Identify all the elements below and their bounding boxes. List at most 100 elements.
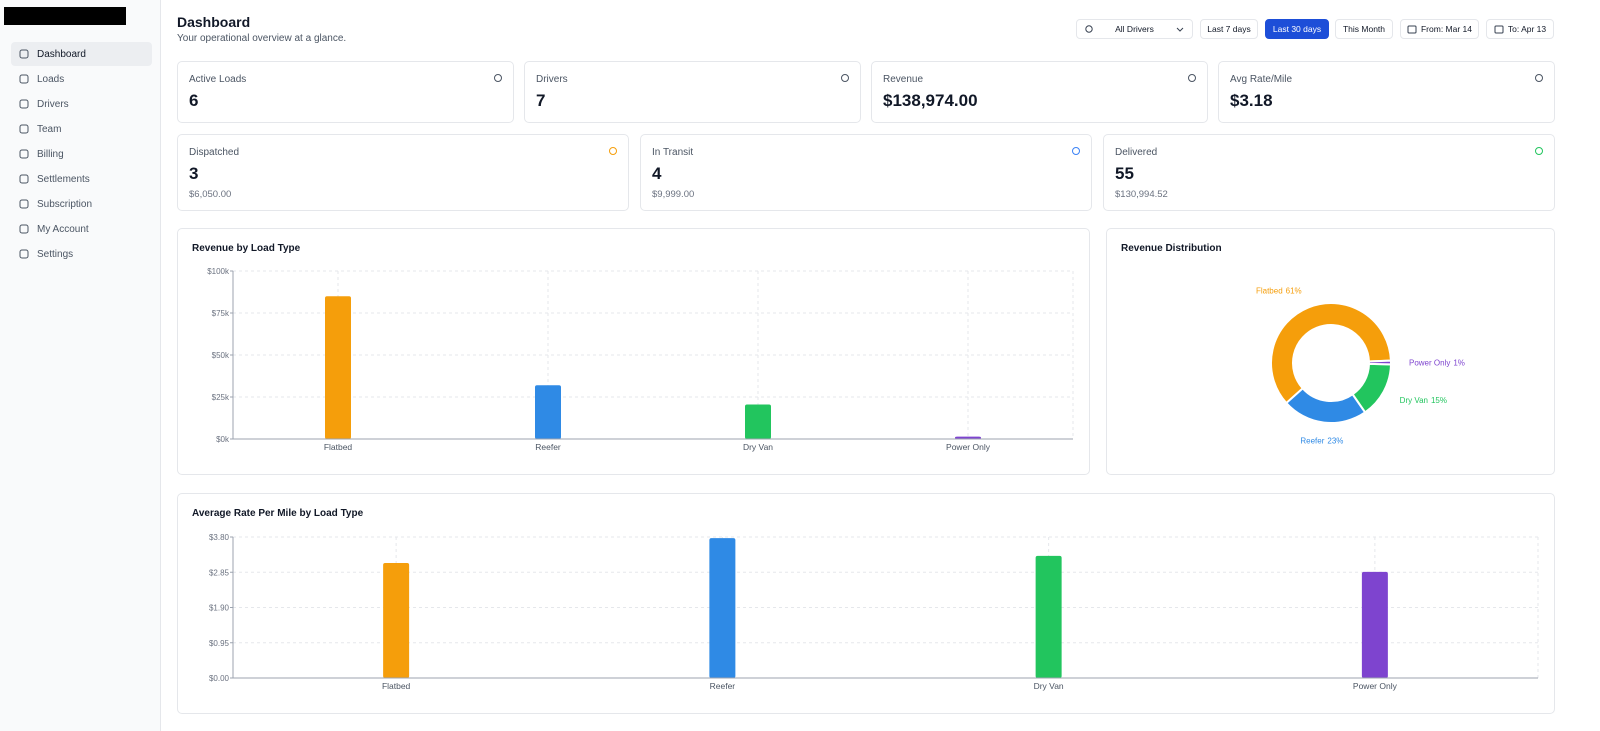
icon-shape [19,249,29,259]
icon [1085,25,1093,33]
stat-icon [1072,147,1080,155]
driver-select-label: All Drivers [1115,24,1154,34]
stat-card: Active Loads 6 [177,61,514,123]
nav-item[interactable]: Team [11,117,152,141]
nav-item[interactable]: Drivers [11,92,152,116]
nav-item[interactable]: Dashboard [11,42,152,66]
slice-value: 61% [1286,287,1302,296]
status-card: In Transit 4 $9,999.00 [640,134,1092,211]
y-tick-label: $0k [216,435,230,444]
date-to[interactable]: To: Apr 13 [1486,19,1554,39]
stat-value: 3 [189,164,199,183]
stat-label: Revenue [883,74,924,85]
stat-icon [1535,147,1543,155]
x-tick-label: Flatbed [382,681,411,691]
sidebar: Dashboard Loads Drivers Team Billing Settleme… [0,0,161,731]
chart-card: Average Rate Per Mile by Load Type $0.00 $… [177,493,1555,714]
stat-label: Active Loads [189,74,247,85]
nav-item[interactable]: My Account [11,217,152,241]
nav-label: Loads [37,73,65,85]
slice-category: Reefer [1300,436,1324,445]
icon-shape [494,74,502,82]
icon-shape [19,74,29,84]
slice-label: Dry Van 15% [1400,396,1447,405]
nav-item[interactable]: Settlements [11,167,152,191]
page-subtitle: Your operational overview at a glance. [177,33,347,44]
icon-shape [19,199,29,209]
chart-card: Revenue by Load Type $0k $25k $50k $75k $100k… [177,228,1090,475]
nav-icon [19,199,29,209]
icon-shape [19,174,29,184]
icon-shape [841,74,849,82]
y-tick-label: $1.90 [209,604,230,613]
icon-shape [1188,74,1196,82]
stat-label: Drivers [536,74,568,85]
nav-item[interactable]: Settings [11,242,152,266]
stat-label: In Transit [652,147,694,158]
nav-icon [19,74,29,84]
bar [1035,555,1062,678]
date-from[interactable]: From: Mar 14 [1400,19,1479,39]
chart-title: Average Rate Per Mile by Load Type [192,508,364,519]
x-tick-label: Dry Van [1034,681,1064,691]
icon-shape [19,149,29,159]
status-card: Delivered 55 $130,994.52 [1103,134,1555,211]
nav-label: Drivers [37,98,69,110]
stat-label: Delivered [1115,147,1158,158]
range-button[interactable]: Last 7 days [1200,19,1258,39]
stat-value: 7 [536,91,546,110]
icon-shape [609,147,617,155]
nav-icon [19,174,29,184]
nav-icon [19,99,29,109]
nav-item[interactable]: Billing [11,142,152,166]
bar [745,404,771,439]
range-button[interactable]: Last 30 days [1265,19,1329,39]
page-title: Dashboard [177,14,251,30]
y-tick-label: $100k [207,267,230,276]
chart-card: Revenue Distribution Flatbed 61% Reefer 23% D… [1106,228,1555,475]
stat-icon [1535,74,1543,82]
driver-select[interactable]: All Drivers [1076,19,1193,39]
nav-icon [19,149,29,159]
range-button[interactable]: This Month [1335,19,1393,39]
chart-title: Revenue Distribution [1121,243,1222,254]
nav-item[interactable]: Subscription [11,192,152,216]
calendar-icon [1407,25,1417,34]
slice-value: 1% [1453,358,1465,367]
date-from-label: From: Mar 14 [1420,24,1472,34]
stat-icon [841,74,849,82]
icon-shape [19,49,29,59]
y-tick-label: $50k [212,351,230,360]
logo [4,7,126,25]
x-tick-label: Reefer [710,681,736,691]
nav-label: My Account [37,223,89,235]
x-tick-label: Power Only [1353,681,1398,691]
icon-shape [1072,147,1080,155]
icon-shape [1535,147,1543,155]
stat-amount: $6,050.00 [189,189,232,200]
status-card: Dispatched 3 $6,050.00 [177,134,629,211]
bar [1361,571,1388,678]
stat-amount: $9,999.00 [652,189,695,200]
stat-value: $138,974.00 [883,91,978,110]
stat-icon [609,147,617,155]
nav-icon [19,124,29,134]
date-to-label: To: Apr 13 [1507,24,1547,34]
y-tick-label: $25k [212,393,230,402]
bar [325,296,351,439]
bar [535,385,561,439]
slice-label: Reefer 23% [1300,436,1343,445]
y-tick-label: $0.95 [209,639,230,648]
slice-value: 23% [1327,436,1343,445]
nav-item[interactable]: Loads [11,67,152,91]
icon-shape [19,124,29,134]
stat-card: Revenue $138,974.00 [871,61,1208,123]
pie-slice [1367,359,1392,366]
y-tick-label: $3.80 [209,533,230,542]
slice-category: Power Only [1409,358,1450,367]
bar [383,562,410,678]
stat-value: 4 [652,164,662,183]
slice-label: Power Only 1% [1409,358,1465,367]
nav-label: Team [37,123,62,135]
